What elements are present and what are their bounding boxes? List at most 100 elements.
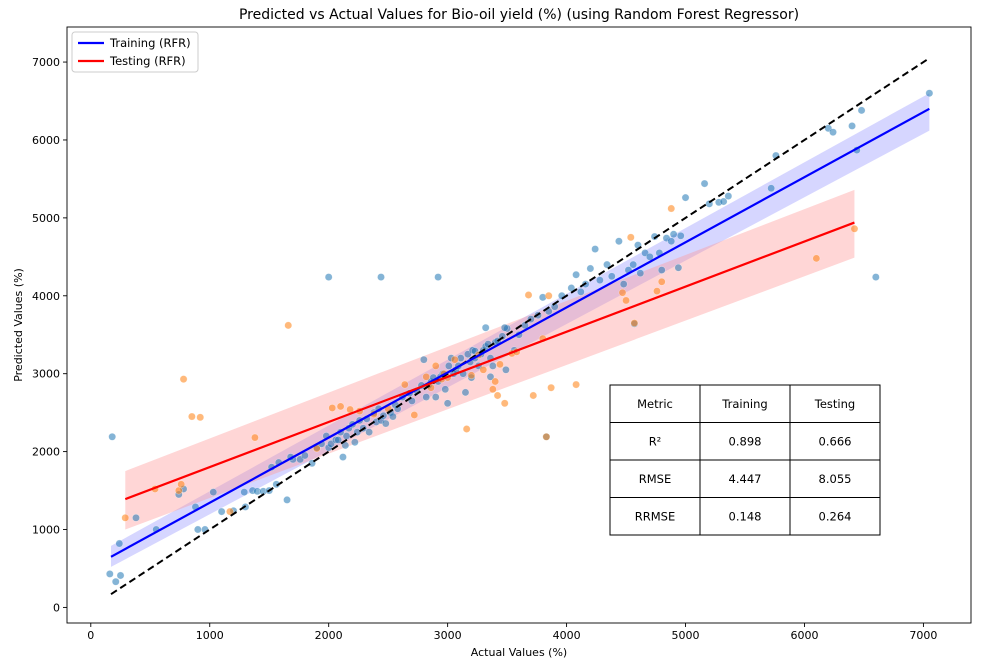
training-point [194, 525, 202, 534]
training-point [334, 436, 343, 444]
y-tick-label: 7000 [32, 56, 60, 69]
x-tick-label: 0 [87, 629, 94, 642]
training-point [217, 507, 226, 516]
training-point [857, 106, 866, 115]
training-point [829, 128, 837, 136]
testing-point [450, 355, 459, 364]
table-header-cell: Testing [814, 397, 855, 411]
training-point [111, 577, 120, 586]
chart-title: Predicted vs Actual Values for Bio-oil y… [239, 7, 799, 23]
testing-point [493, 391, 502, 400]
table-cell-border [789, 497, 881, 536]
training-point [586, 264, 595, 273]
testing-point [542, 432, 551, 441]
testing-point [544, 291, 553, 300]
training-point [615, 237, 623, 246]
table-cell: 0.898 [729, 434, 762, 448]
training-point [577, 288, 585, 296]
identity-line [110, 57, 930, 596]
testing-point [622, 296, 630, 305]
training-point [339, 453, 347, 461]
training-point [132, 514, 140, 522]
testing-point [284, 321, 293, 330]
testing-point [489, 385, 497, 394]
training-point [434, 273, 442, 281]
training-point [324, 273, 333, 281]
plot-frame [66, 26, 972, 624]
training-point [115, 539, 124, 548]
training-point [848, 122, 856, 130]
legend: Training (RFR) Testing (RFR) [71, 31, 199, 73]
testing-point [401, 380, 409, 389]
y-tick-label: 3000 [32, 368, 60, 381]
testing-point [467, 371, 476, 380]
x-tick-label: 3000 [434, 629, 462, 642]
training-point [767, 184, 775, 193]
table-cell: RMSE [639, 472, 671, 486]
training-point [116, 571, 125, 580]
y-tick-label: 1000 [32, 524, 60, 537]
training-point [422, 393, 431, 401]
training-point [657, 266, 666, 274]
training-point [393, 404, 402, 413]
testing-point [226, 507, 234, 516]
testing-point [524, 291, 533, 299]
legend-label-0: Training (RFR) [109, 36, 191, 50]
training-point [209, 488, 218, 496]
training-point [572, 270, 580, 279]
training-regression-line [110, 107, 930, 558]
training-point [636, 269, 645, 277]
y-tick-label: 0 [53, 601, 60, 614]
table-header-cell: Metric [637, 397, 673, 411]
x-axis-label: Actual Values (%) [471, 646, 567, 659]
training-point [389, 412, 397, 421]
testing-point [251, 433, 259, 442]
testing-point [618, 288, 627, 297]
testing-point [547, 383, 555, 392]
training-point [603, 260, 611, 269]
metrics-table: Metric Training Testing R² 0.898 0.666 RMSE 4.4… [609, 384, 881, 536]
testing-point [188, 412, 196, 421]
y-axis-label: Predicted Values (%) [12, 268, 25, 382]
table-cell: 0.148 [729, 509, 762, 523]
training-point [351, 438, 359, 447]
training-point [108, 432, 116, 441]
testing-point [410, 411, 419, 419]
training-point [342, 432, 351, 440]
table-cell: 0.264 [819, 509, 852, 523]
testing-point [496, 360, 504, 369]
x-tick-label: 1000 [196, 629, 224, 642]
plot-inner [106, 57, 934, 596]
training-point [676, 231, 685, 240]
testing-point [572, 380, 580, 389]
training-point [646, 253, 654, 261]
y-tick-label: 5000 [32, 212, 60, 225]
table-cell: RRMSE [635, 509, 675, 523]
training-point [445, 362, 453, 370]
testing-point [336, 402, 345, 411]
testing-point [812, 254, 821, 263]
training-point [240, 488, 249, 496]
axes: 0 1000 2000 3000 4000 5000 6000 7000 0 1000 2000 30… [32, 26, 972, 642]
testing-point [328, 404, 337, 412]
x-tick-label: 2000 [315, 629, 343, 642]
training-point [872, 273, 880, 281]
training-point [669, 230, 678, 239]
table-cell: R² [649, 434, 662, 448]
training-point [667, 237, 676, 246]
x-tick-label: 5000 [672, 629, 700, 642]
testing-point [179, 375, 188, 383]
plot-content [106, 57, 934, 596]
training-point [591, 245, 599, 253]
training-point [700, 179, 709, 188]
training-point [500, 323, 509, 332]
training-point [724, 192, 733, 200]
training-point [365, 428, 373, 436]
training-point [420, 355, 428, 364]
testing-point [630, 319, 639, 327]
training-point [619, 280, 628, 288]
table-header-cell: Training [721, 397, 767, 411]
testing-point [121, 514, 130, 522]
